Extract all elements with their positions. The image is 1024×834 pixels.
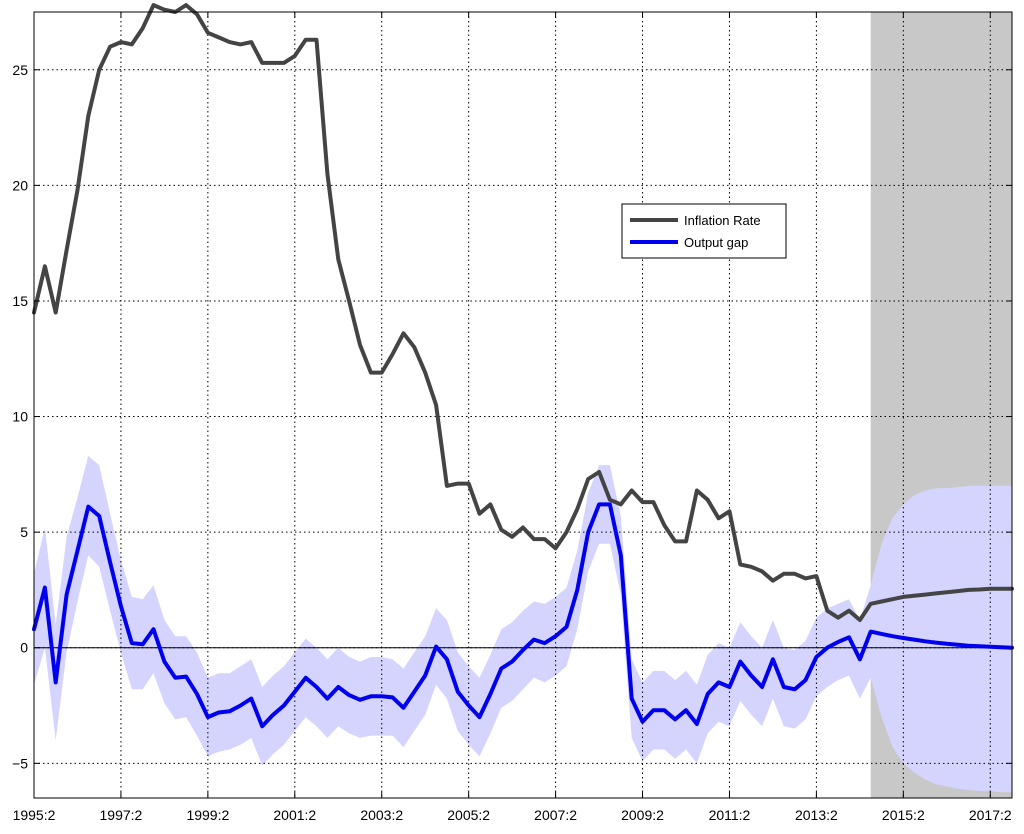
- output-gap-confidence-band: [34, 455, 1012, 793]
- y-tick-label: 25: [12, 62, 28, 78]
- y-tick-label: 5: [20, 524, 28, 540]
- x-tick-label: 1995:2: [13, 807, 56, 823]
- y-tick-label: 0: [20, 640, 28, 656]
- legend: Inflation Rate Output gap: [621, 203, 787, 259]
- x-tick-label: 1999:2: [186, 807, 229, 823]
- x-tick-label: 1997:2: [100, 807, 143, 823]
- x-tick-label: 2009:2: [621, 807, 664, 823]
- plot-frame: [33, 11, 1013, 799]
- x-tick-label: 2015:2: [882, 807, 925, 823]
- legend-box: [621, 203, 787, 259]
- y-tick-label: 20: [12, 177, 28, 193]
- x-tick-label: 2003:2: [360, 807, 403, 823]
- x-tick-label: 2017:2: [969, 807, 1012, 823]
- legend-label-inflation: Inflation Rate: [684, 213, 761, 228]
- y-tick-label: −5: [12, 755, 28, 771]
- x-tick-label: 2011:2: [709, 807, 751, 823]
- x-tick-label: 2013:2: [795, 807, 838, 823]
- confidence-band-layer: [34, 455, 1012, 793]
- output-gap-line: [32, 502, 1014, 729]
- x-tick-label: 2001:2: [273, 807, 316, 823]
- tick-label-layer: 1995:2 1997:2 1999:2 2001:2 2003:2 2005:2 2007…: [12, 12, 1012, 823]
- y-tick-label: 15: [12, 293, 28, 309]
- y-tick-label: 10: [12, 409, 28, 425]
- x-tick-label: 2007:2: [534, 807, 577, 823]
- legend-label-output-gap: Output gap: [684, 235, 748, 250]
- x-tick-label: 2005:2: [447, 807, 490, 823]
- inflation-rate-line: [32, 3, 1014, 622]
- series-lines-layer: [32, 3, 1014, 729]
